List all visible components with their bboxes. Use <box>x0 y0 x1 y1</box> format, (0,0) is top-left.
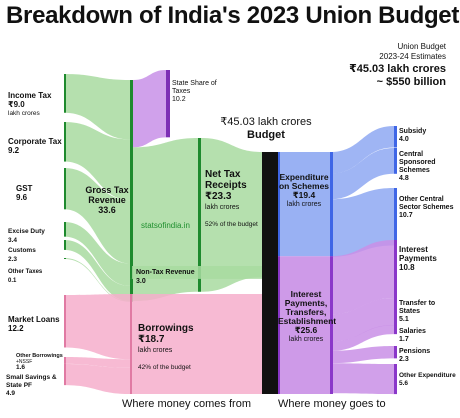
label-small-savings: Small Savings & State PF 4.9 <box>6 374 57 397</box>
flow-net-tax <box>133 138 198 302</box>
flow-income-tax <box>64 74 130 140</box>
scheme-child-bar-1 <box>394 148 397 174</box>
estimate-line1: Union Budget <box>397 42 446 51</box>
flow-gst <box>64 168 130 264</box>
flow-net-to-budget <box>201 138 262 292</box>
source-bar-4 <box>64 240 66 250</box>
flow-other-taxes <box>64 258 130 302</box>
budget-amount: ₹45.03 lakh crores <box>220 116 312 128</box>
flow-small-savings-state-pf <box>64 364 130 394</box>
schemes-split-bar <box>330 152 333 257</box>
label-excise-duty: Excise Duty 3.4 <box>8 228 45 244</box>
flow-other-borrowings <box>64 357 130 368</box>
flow-other-0 <box>330 240 394 315</box>
source-bar-7 <box>64 357 66 364</box>
other-child-bar-3 <box>394 346 397 359</box>
label-other-central: Other Central Sector Schemes 10.7 <box>399 196 454 219</box>
flow-other-2 <box>330 325 394 351</box>
flow-schemes <box>278 152 330 257</box>
label-subsidy: Subsidy 4.0 <box>399 128 427 143</box>
estimate-total: ₹45.03 lakh crores <box>349 63 446 75</box>
label-other-taxes: Other Taxes 0.1 <box>8 269 43 284</box>
label-other-borrowings: Other Borrowings +NSSF 1.6 <box>16 353 63 371</box>
label-state-share: State Share of Taxes 10.2 <box>172 80 217 103</box>
flow-excise-duty <box>64 222 130 286</box>
source-bar-2 <box>64 168 66 210</box>
flow-other-4 <box>330 363 394 395</box>
scheme-child-bar-2 <box>394 188 397 246</box>
label-salaries: Salaries 1.7 <box>399 328 426 343</box>
label-gst: GST 9.6 <box>16 184 33 202</box>
flow-borrowings <box>130 294 262 394</box>
other-child-bar-2 <box>394 325 397 335</box>
chart-title: Breakdown of India's 2023 Union Budget <box>6 2 460 29</box>
flow-scheme-1 <box>330 148 394 200</box>
non-tax-bar <box>130 266 132 279</box>
budget-label: ₹45.03 lakh crores Budget <box>206 116 326 142</box>
flow-corporate-tax <box>64 122 130 201</box>
flow-other-1 <box>330 298 394 342</box>
source-bar-6 <box>64 295 66 348</box>
label-other-expenditure: Other Expenditure 5.6 <box>399 372 456 387</box>
label-schemes: Expenditure on Schemes ₹19.4 lakh crores <box>278 172 330 209</box>
other-child-bar-4 <box>394 364 397 395</box>
source-bar-3 <box>64 222 66 237</box>
label-non-tax: Non-Tax Revenue 3.0 <box>136 269 195 285</box>
source-watermark: statsofindia.in <box>141 221 190 230</box>
flow-state-share <box>133 70 166 148</box>
schemes-bar <box>278 152 280 257</box>
other-child-bar-0 <box>394 240 397 299</box>
source-bar-1 <box>64 122 66 162</box>
budget-bar <box>262 152 278 394</box>
flow-other-3 <box>330 346 394 364</box>
label-transfer-states: Transfer to States 5.1 <box>399 300 436 323</box>
label-gross-tax: Gross Tax Revenue 33.6 <box>85 185 129 215</box>
label-income-tax: Income Tax ₹9.0 lakh crores <box>8 91 52 117</box>
other-child-bar-1 <box>394 298 397 326</box>
estimate-usd: ~ $550 billion <box>376 76 446 88</box>
other-split-bar <box>330 256 333 394</box>
label-interest-transfers: Interest Payments, Transfers, Establishm… <box>278 289 337 344</box>
label-css: Central Sponsored Schemes 4.8 <box>399 151 436 182</box>
interest-bar <box>278 256 280 394</box>
estimate-line2: 2023-24 Estimates <box>379 52 446 61</box>
scheme-child-bar-0 <box>394 126 397 148</box>
footer-left: Where money comes from <box>122 398 251 410</box>
gross-tax-bar <box>130 80 133 302</box>
label-pensions: Pensions 2.3 <box>399 348 431 363</box>
label-market-loans: Market Loans 12.2 <box>8 315 60 333</box>
footer-right: Where money goes to <box>278 398 386 410</box>
flow-scheme-2 <box>330 188 394 257</box>
net-tax-bar <box>198 138 201 292</box>
source-bar-0 <box>64 74 66 113</box>
source-bar-8 <box>64 364 66 386</box>
flow-market-loans <box>64 294 130 360</box>
label-net-tax: Net Tax Receipts ₹23.3 lakh crores 52% o… <box>205 169 258 228</box>
flow-other-expenditure <box>278 256 330 394</box>
source-bar-5 <box>64 258 66 259</box>
flow-scheme-0 <box>330 126 394 174</box>
borrowings-bar <box>130 294 132 394</box>
state-share-bar <box>166 70 170 138</box>
label-interest-payments: Interest Payments 10.8 <box>399 245 437 272</box>
estimate-box: Union Budget 2023-24 Estimates ₹45.03 la… <box>349 42 446 88</box>
label-customs: Customs 2.3 <box>8 247 36 263</box>
label-borrowings: Borrowings ₹18.7 lakh crores 42% of the … <box>138 323 194 371</box>
label-corporate-tax: Corporate Tax 9.2 <box>8 137 62 155</box>
flow-customs <box>64 240 130 302</box>
budget-word: Budget <box>247 129 285 141</box>
